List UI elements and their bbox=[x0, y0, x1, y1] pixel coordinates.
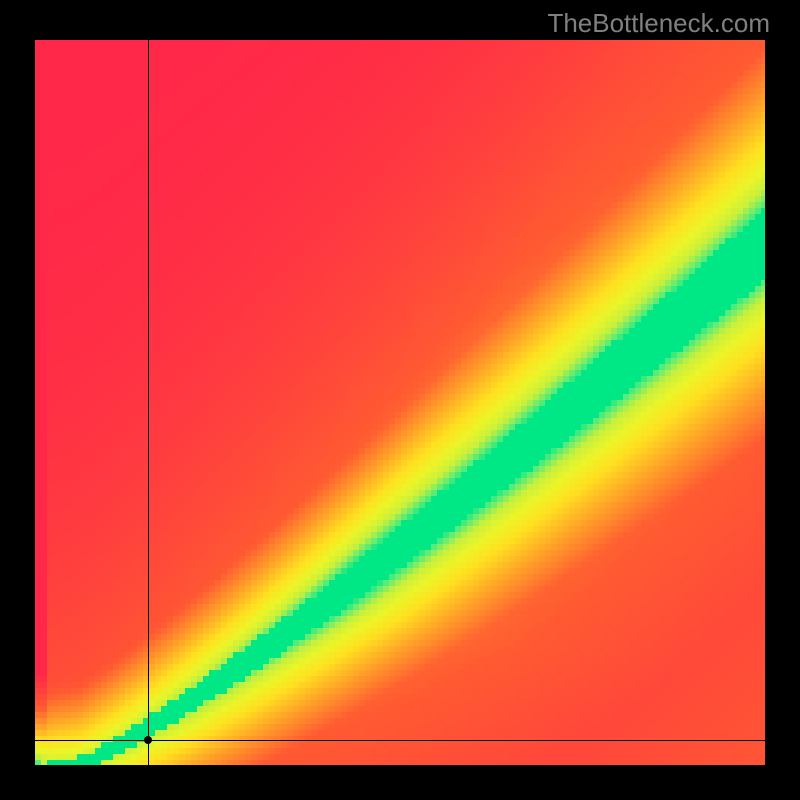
chart-container: TheBottleneck.com bbox=[0, 0, 800, 800]
marker-dot bbox=[144, 736, 152, 744]
crosshair-vertical bbox=[148, 40, 149, 765]
plot-area bbox=[35, 40, 765, 765]
watermark-text: TheBottleneck.com bbox=[547, 8, 770, 39]
heatmap-canvas bbox=[35, 40, 765, 765]
